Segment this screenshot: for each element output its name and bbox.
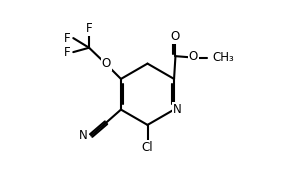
- Text: CH₃: CH₃: [212, 51, 234, 64]
- Text: O: O: [171, 30, 180, 43]
- Text: O: O: [102, 57, 111, 70]
- Text: F: F: [64, 46, 70, 59]
- Text: N: N: [173, 103, 182, 116]
- Text: N: N: [79, 129, 88, 142]
- Text: F: F: [64, 32, 70, 45]
- Text: Cl: Cl: [142, 141, 153, 154]
- Text: F: F: [86, 22, 92, 35]
- Text: O: O: [189, 50, 198, 63]
